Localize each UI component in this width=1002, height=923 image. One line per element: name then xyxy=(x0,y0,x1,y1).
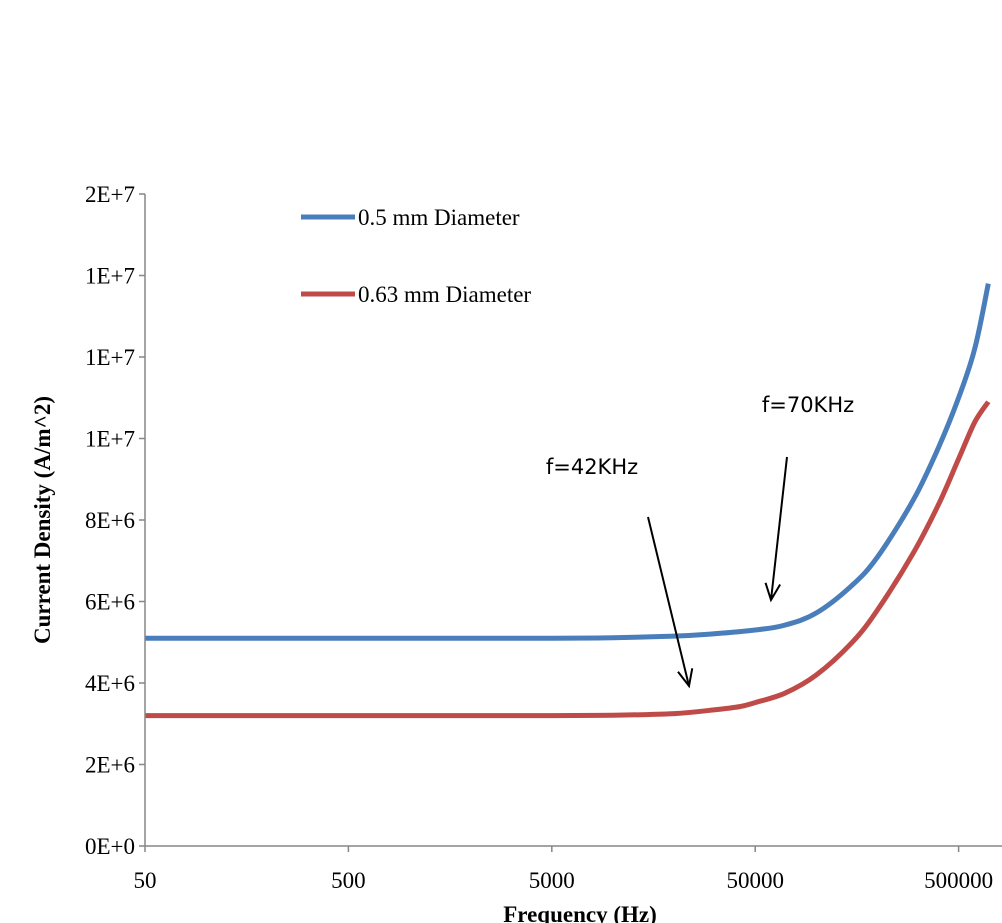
x-tick-label: 50000 xyxy=(726,868,784,893)
legend-label-2: 0.63 mm Diameter xyxy=(358,282,531,307)
x-tick-label: 50 xyxy=(134,868,157,893)
series-lines xyxy=(145,283,991,719)
annotation-arrow-1 xyxy=(647,516,690,687)
ticks: 0E+0 2E+6 4E+6 6E+6 8E+6 1E+7 1E+7 1E+7 2E+7 50 50… xyxy=(85,182,993,893)
y-tick-label: 8E+6 xyxy=(85,508,135,533)
legend-label-1: 0.5 mm Diameter xyxy=(358,205,520,230)
y-tick-label: 2E+7 xyxy=(85,182,135,207)
x-tick-label: 500 xyxy=(331,868,366,893)
annotation-arrowhead-2 xyxy=(764,582,781,603)
legend: 0.5 mm Diameter 0.63 mm Diameter xyxy=(301,205,531,307)
annotation-label-2: f=70KHz xyxy=(762,393,854,417)
x-axis-title: Frequency (Hz) xyxy=(503,902,657,923)
series-line-1 xyxy=(145,283,991,641)
axes xyxy=(144,194,1002,847)
y-tick-label: 2E+6 xyxy=(85,753,135,778)
y-tick-label: 6E+6 xyxy=(85,590,135,615)
annotations: f=42KHz f=70KHz xyxy=(546,393,854,689)
y-tick-label: 1E+7 xyxy=(85,264,135,289)
x-tick-label: 5000 xyxy=(529,868,575,893)
y-axis-title: Current Density (A/m^2) xyxy=(30,396,55,644)
y-tick-label: 1E+7 xyxy=(85,427,135,452)
annotation-label-1: f=42KHz xyxy=(546,455,638,479)
series-line-2 xyxy=(145,400,991,719)
y-tick-label: 4E+6 xyxy=(85,671,135,696)
x-tick-label: 500000 xyxy=(924,868,993,893)
annotation-arrow-2 xyxy=(770,456,788,601)
y-tick-label: 0E+0 xyxy=(85,834,135,859)
y-tick-label: 1E+7 xyxy=(85,345,135,370)
annotation-arrowhead-1 xyxy=(677,668,694,689)
